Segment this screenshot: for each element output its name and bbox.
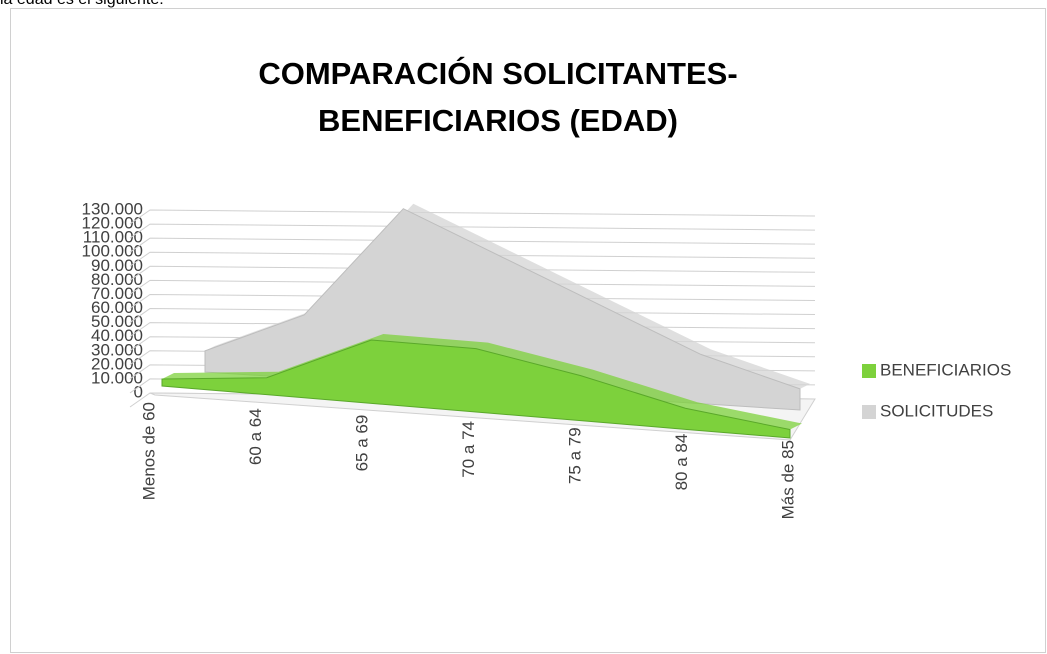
legend-label: SOLICITUDES	[880, 401, 993, 420]
y-tick-label: 120.000	[82, 214, 143, 233]
y-tick-label: 70.000	[91, 284, 143, 303]
grid-line	[129, 279, 816, 295]
y-tick-label: 30.000	[91, 340, 143, 359]
grid-line	[129, 265, 816, 281]
grid-line	[129, 223, 816, 239]
y-tick-label: 130.000	[82, 199, 143, 218]
area	[161, 339, 791, 439]
x-tick-label: 65 a 69	[352, 415, 371, 472]
x-tick-label: 80 a 84	[672, 434, 691, 491]
y-tick-label: 20.000	[91, 354, 143, 373]
y-tick-label: 100.000	[82, 242, 143, 261]
legend-swatch	[862, 405, 876, 419]
y-tick-label: 60.000	[91, 298, 143, 317]
y-tick-label: 0	[134, 382, 143, 401]
grid-line	[129, 251, 816, 267]
y-tick-label: 110.000	[83, 228, 143, 247]
x-tick-label: 70 a 74	[459, 421, 478, 478]
y-tick-label: 80.000	[91, 270, 143, 289]
chart-title: COMPARACIÓN SOLICITANTES-BENEFICIARIOS (…	[258, 56, 738, 138]
intro-text: la edad es el siguiente:	[0, 0, 164, 9]
y-tick-label: 40.000	[91, 326, 143, 345]
x-tick-label: 60 a 64	[246, 408, 265, 465]
x-tick-label: Menos de 60	[139, 402, 158, 500]
y-tick-label: 90.000	[91, 256, 143, 275]
x-tick-label: Más de 85	[778, 440, 797, 519]
legend-swatch	[862, 364, 876, 378]
x-tick-label: 75 a 79	[565, 427, 584, 484]
chart-frame	[10, 8, 1046, 653]
grid-line	[129, 237, 816, 253]
y-tick-label: 10.000	[91, 368, 143, 387]
grid-line	[129, 209, 816, 225]
y-tick-label: 50.000	[91, 312, 143, 331]
legend-label: BENEFICIARIOS	[880, 360, 1011, 379]
